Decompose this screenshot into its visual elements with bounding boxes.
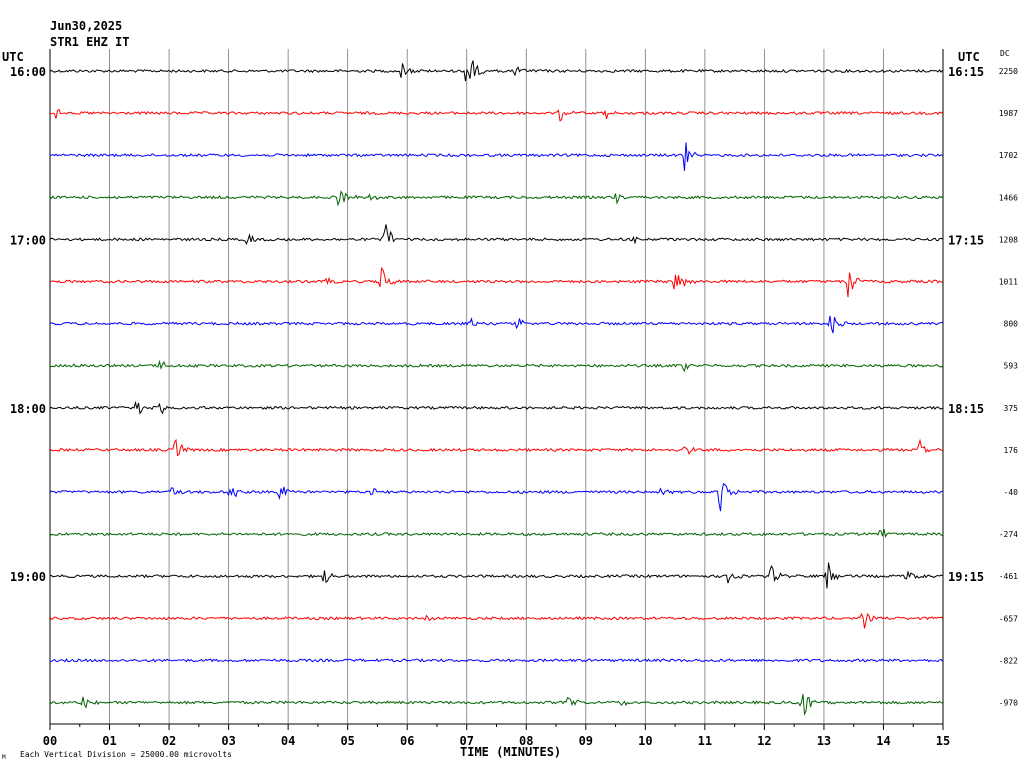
dc-offset-label: 1208 [999,235,1018,244]
dc-offset-label: 1466 [999,193,1018,202]
x-tick-label: 12 [757,734,771,748]
x-tick-label: 03 [221,734,235,748]
dc-offset-label: 375 [1004,404,1019,413]
trace-row-7 [49,359,943,373]
left-time-label: 18:00 [10,402,46,416]
left-time-label: 17:00 [10,233,46,247]
dc-offset-label: 1987 [999,109,1018,118]
dc-offset-label: 176 [1004,446,1019,455]
x-tick-label: 08 [519,734,533,748]
x-tick-label: 14 [876,734,890,748]
x-tick-label: 07 [460,734,474,748]
x-tick-label: 05 [340,734,354,748]
trace-row-3 [49,190,943,207]
x-tick-label: 04 [281,734,295,748]
dc-offset-label: -461 [999,572,1018,581]
trace-row-9 [49,438,943,457]
dc-offset-label: -970 [999,699,1018,708]
utc-left-label: UTC [2,50,24,64]
station-label: STR1 EHZ IT [50,35,130,49]
dc-offset-label: 2250 [999,67,1018,76]
left-time-label: 19:00 [10,570,46,584]
trace-row-4 [49,224,943,246]
trace-row-13 [49,612,943,629]
trace-row-2 [50,142,943,171]
dc-offset-label: 800 [1004,320,1019,329]
trace-row-8 [49,400,943,415]
utc-right-label: UTC [958,50,980,64]
x-tick-label: 13 [817,734,831,748]
right-time-label: 18:15 [948,402,984,416]
trace-row-14 [49,658,943,663]
right-time-label: 17:15 [948,233,984,247]
dc-header-label: DC [1000,49,1010,58]
x-tick-label: 00 [43,734,57,748]
x-tick-label: 10 [638,734,652,748]
dc-offset-label: -657 [999,614,1018,623]
dc-offset-label: 1011 [999,278,1018,287]
right-time-label: 19:15 [948,570,984,584]
right-time-label: 16:15 [948,65,984,79]
x-tick-label: 09 [579,734,593,748]
dc-offset-label: 593 [1004,362,1019,371]
trace-row-6 [49,315,943,334]
trace-row-1 [49,108,943,122]
dc-offset-label: 1702 [999,151,1018,160]
dc-offset-label: -40 [1004,488,1019,497]
trace-row-0 [49,60,943,82]
left-time-label: 16:00 [10,65,46,79]
trace-row-5 [49,266,943,298]
date-label: Jun30,2025 [50,19,123,33]
x-tick-label: 02 [162,734,176,748]
trace-row-11 [49,528,943,539]
x-axis-label: TIME (MINUTES) [460,745,562,759]
x-tick-label: 01 [102,734,116,748]
dc-offset-label: -274 [999,530,1018,539]
trace-row-10 [49,482,943,512]
dc-offset-label: -822 [999,656,1018,665]
x-tick-label: 15 [936,734,950,748]
x-tick-label: 06 [400,734,414,748]
trace-row-15 [49,694,943,716]
corner-mark: M [2,754,6,761]
x-tick-label: 11 [698,734,712,748]
scale-note: Each Vertical Division = 25000.00 microv… [20,750,232,759]
trace-row-12 [49,562,943,589]
